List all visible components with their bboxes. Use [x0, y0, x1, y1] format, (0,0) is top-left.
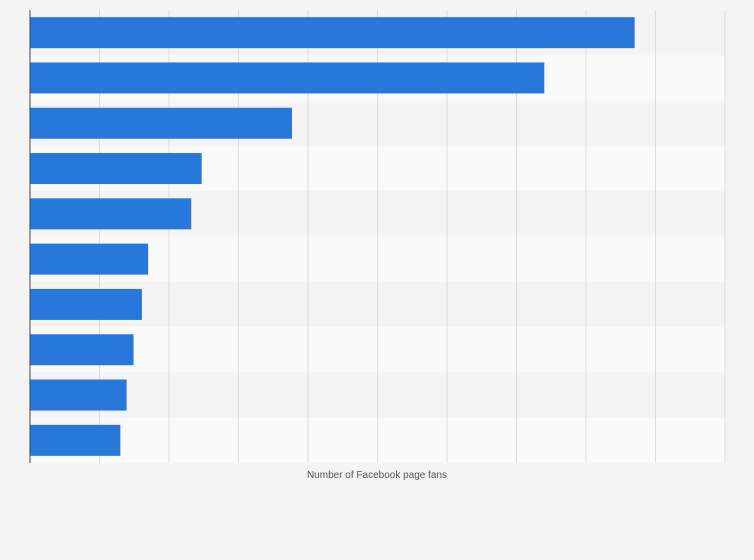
bars: [30, 17, 635, 456]
bar[interactable]: [30, 334, 134, 366]
bar[interactable]: [30, 198, 192, 230]
bar[interactable]: [30, 17, 635, 49]
bar[interactable]: [30, 424, 121, 456]
bar[interactable]: [30, 379, 127, 411]
bar[interactable]: [30, 107, 293, 139]
bar[interactable]: [30, 288, 142, 320]
bar[interactable]: [30, 62, 545, 94]
bar[interactable]: [30, 243, 149, 275]
x-axis-title: Number of Facebook page fans: [307, 470, 447, 481]
bar[interactable]: [30, 153, 202, 185]
